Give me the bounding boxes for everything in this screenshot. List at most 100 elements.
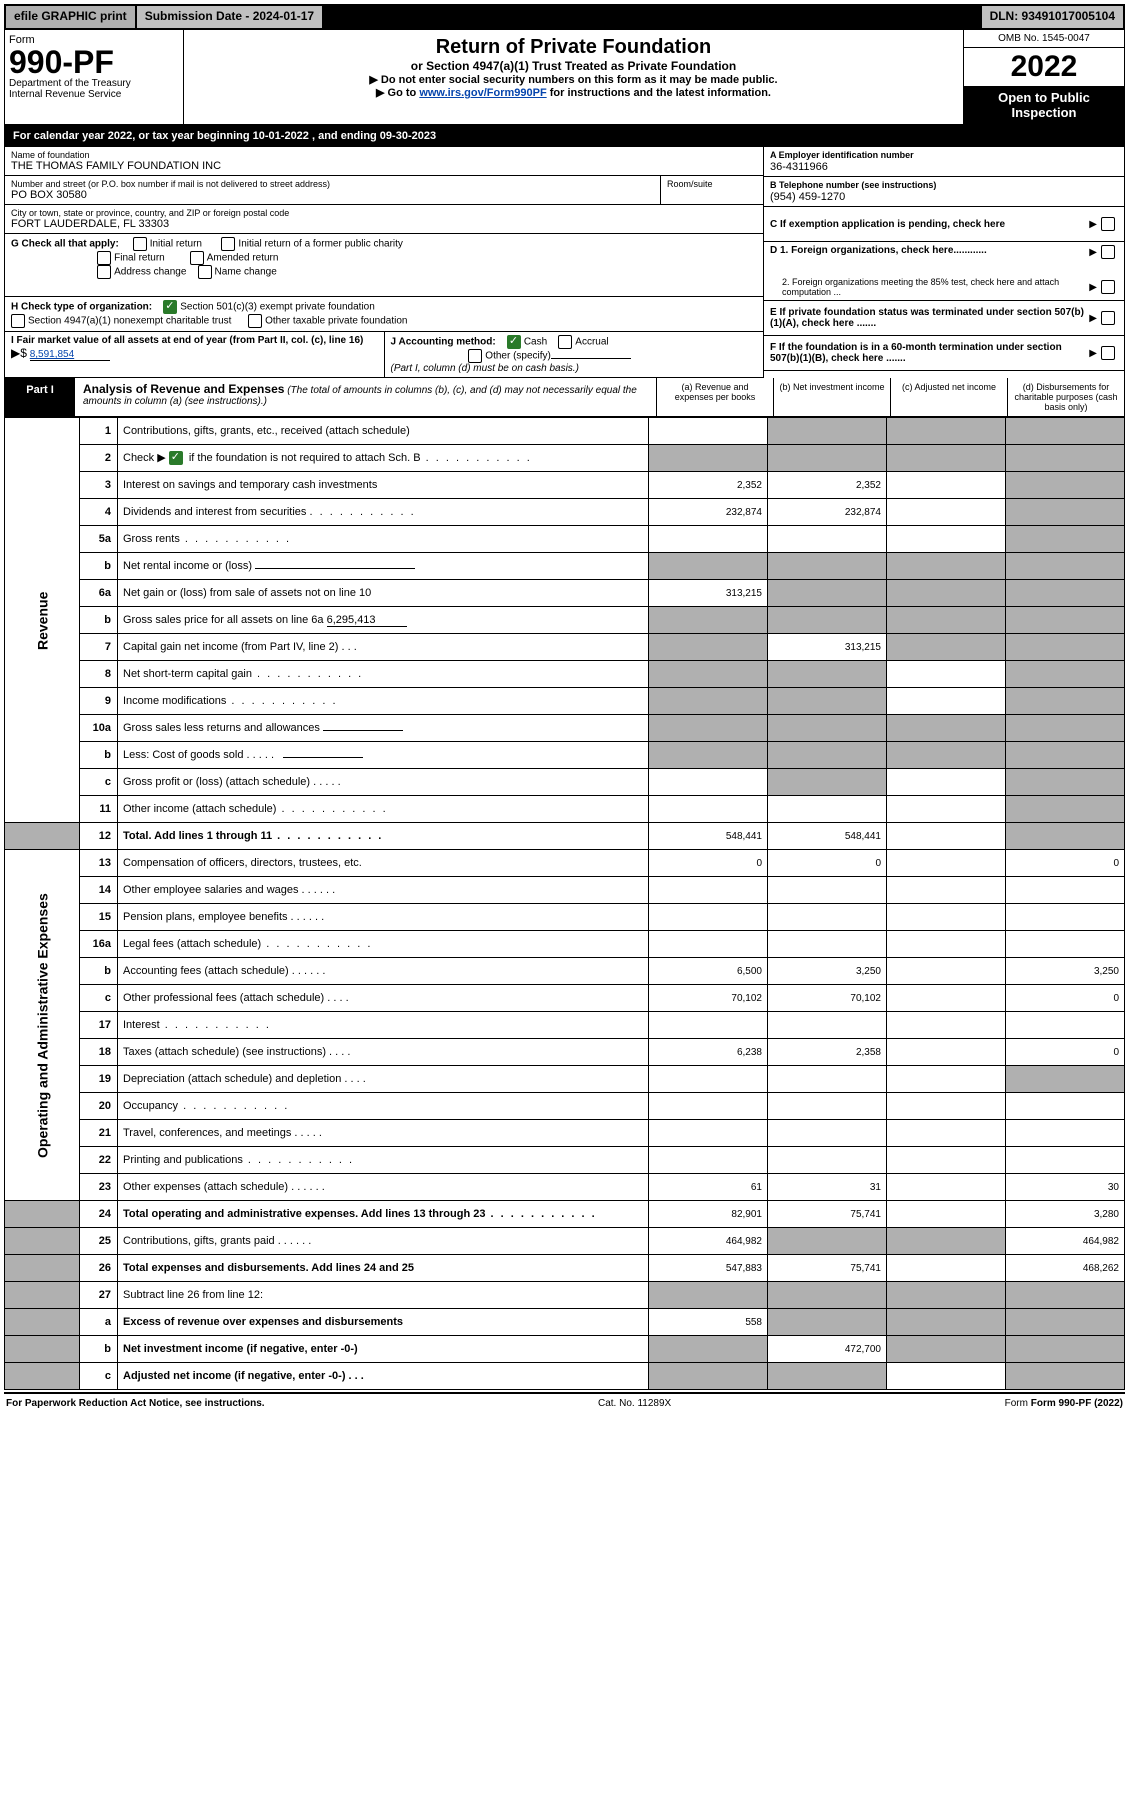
r17-num: 17 [80, 1012, 118, 1039]
col-d-header: (d) Disbursements for charitable purpose… [1007, 378, 1124, 416]
r10b-desc: Less: Cost of goods sold . . . . . [118, 742, 649, 769]
row-20: 20 Occupancy [5, 1093, 1125, 1120]
r18-b: 2,358 [768, 1039, 887, 1066]
irs: Internal Revenue Service [9, 89, 121, 100]
e-checkbox[interactable] [1101, 311, 1115, 325]
r23-num: 23 [80, 1174, 118, 1201]
final-return-label: Final return [114, 253, 165, 264]
row-10b: b Less: Cost of goods sold . . . . . [5, 742, 1125, 769]
r23-desc: Other expenses (attach schedule) . . . .… [118, 1174, 649, 1201]
amended-return-checkbox[interactable] [190, 251, 204, 265]
fmv-value[interactable]: 8,591,854 [30, 349, 110, 361]
omb-number: OMB No. 1545-0047 [964, 30, 1124, 48]
ein-label: A Employer identification number [770, 150, 914, 160]
r27a-a: 558 [649, 1309, 768, 1336]
footer-cat: Cat. No. 11289X [598, 1398, 671, 1409]
r1-desc: Contributions, gifts, grants, etc., rece… [118, 418, 649, 445]
f-checkbox[interactable] [1101, 346, 1115, 360]
tel-label: B Telephone number (see instructions) [770, 180, 936, 190]
r27-num: 27 [80, 1282, 118, 1309]
r5a-num: 5a [80, 526, 118, 553]
r26-d: 468,262 [1006, 1255, 1125, 1282]
d2-checkbox[interactable] [1101, 280, 1115, 294]
r20-num: 20 [80, 1093, 118, 1120]
row-4: 4 Dividends and interest from securities… [5, 499, 1125, 526]
r24-a: 82,901 [649, 1201, 768, 1228]
row-5a: 5a Gross rents [5, 526, 1125, 553]
initial-former-checkbox[interactable] [221, 237, 235, 251]
name-change-label: Name change [215, 267, 277, 278]
r13-d: 0 [1006, 850, 1125, 877]
initial-return-checkbox[interactable] [133, 237, 147, 251]
amended-return-label: Amended return [207, 253, 279, 264]
r26-b: 75,741 [768, 1255, 887, 1282]
r27c-desc: Adjusted net income (if negative, enter … [118, 1363, 649, 1390]
r23-b: 31 [768, 1174, 887, 1201]
r22-desc: Printing and publications [118, 1147, 649, 1174]
oae-sidelabel: Operating and Administrative Expenses [5, 850, 80, 1201]
r18-a: 6,238 [649, 1039, 768, 1066]
e-line: E If private foundation status was termi… [764, 301, 1124, 336]
form990pf-link[interactable]: www.irs.gov/Form990PF [419, 87, 546, 99]
h-block: H Check type of organization: Section 50… [5, 297, 763, 332]
r26-a: 547,883 [649, 1255, 768, 1282]
r4-num: 4 [80, 499, 118, 526]
note-goto: ▶ Go to www.irs.gov/Form990PF for instru… [190, 86, 957, 99]
final-return-checkbox[interactable] [97, 251, 111, 265]
row-27b: b Net investment income (if negative, en… [5, 1336, 1125, 1363]
c-checkbox[interactable] [1101, 217, 1115, 231]
addr-value: PO BOX 30580 [11, 189, 654, 201]
row-10c: c Gross profit or (loss) (attach schedul… [5, 769, 1125, 796]
r16c-b: 70,102 [768, 985, 887, 1012]
efile-label: efile GRAPHIC print [6, 6, 137, 28]
addr-label: Number and street (or P.O. box number if… [11, 179, 654, 189]
schb-checkbox[interactable] [169, 451, 183, 465]
r19-desc: Depreciation (attach schedule) and deple… [118, 1066, 649, 1093]
name-change-checkbox[interactable] [198, 265, 212, 279]
part1-title-text: Analysis of Revenue and Expenses [83, 382, 284, 396]
r12-a: 548,441 [649, 823, 768, 850]
accrual-checkbox[interactable] [558, 335, 572, 349]
r18-desc: Taxes (attach schedule) (see instruction… [118, 1039, 649, 1066]
s501c3-checkbox[interactable] [163, 300, 177, 314]
form-number: 990-PF [9, 44, 114, 80]
c-line: C If exemption application is pending, c… [764, 207, 1124, 242]
r25-d: 464,982 [1006, 1228, 1125, 1255]
r18-num: 18 [80, 1039, 118, 1066]
row-6a: 6a Net gain or (loss) from sale of asset… [5, 580, 1125, 607]
c-label: C If exemption application is pending, c… [770, 219, 1005, 230]
row-10a: 10a Gross sales less returns and allowan… [5, 715, 1125, 742]
r23-d: 30 [1006, 1174, 1125, 1201]
r18-d: 0 [1006, 1039, 1125, 1066]
cash-label: Cash [524, 337, 547, 348]
r4-a: 232,874 [649, 499, 768, 526]
form-header: Form 990-PF Department of the Treasury I… [4, 30, 1125, 125]
r16b-num: b [80, 958, 118, 985]
row-12: 12 Total. Add lines 1 through 11 548,441… [5, 823, 1125, 850]
row-22: 22 Printing and publications [5, 1147, 1125, 1174]
initial-former-label: Initial return of a former public charit… [238, 239, 403, 250]
other-taxable-checkbox[interactable] [248, 314, 262, 328]
r16b-b: 3,250 [768, 958, 887, 985]
address-change-checkbox[interactable] [97, 265, 111, 279]
r15-num: 15 [80, 904, 118, 931]
row-6b: b Gross sales price for all assets on li… [5, 607, 1125, 634]
s4947-checkbox[interactable] [11, 314, 25, 328]
other-taxable-label: Other taxable private foundation [265, 316, 407, 327]
r4-b: 232,874 [768, 499, 887, 526]
r16a-num: 16a [80, 931, 118, 958]
row-3: 3 Interest on savings and temporary cash… [5, 472, 1125, 499]
r11-desc: Other income (attach schedule) [118, 796, 649, 823]
cash-checkbox[interactable] [507, 335, 521, 349]
row-17: 17 Interest [5, 1012, 1125, 1039]
r10c-desc: Gross profit or (loss) (attach schedule)… [118, 769, 649, 796]
r14-num: 14 [80, 877, 118, 904]
d1-checkbox[interactable] [1101, 245, 1115, 259]
r26-num: 26 [80, 1255, 118, 1282]
r3-num: 3 [80, 472, 118, 499]
other-method-checkbox[interactable] [468, 349, 482, 363]
row-18: 18 Taxes (attach schedule) (see instruct… [5, 1039, 1125, 1066]
row-27a: a Excess of revenue over expenses and di… [5, 1309, 1125, 1336]
name-label: Name of foundation [11, 150, 757, 160]
tax-year: 2022 [964, 48, 1124, 86]
